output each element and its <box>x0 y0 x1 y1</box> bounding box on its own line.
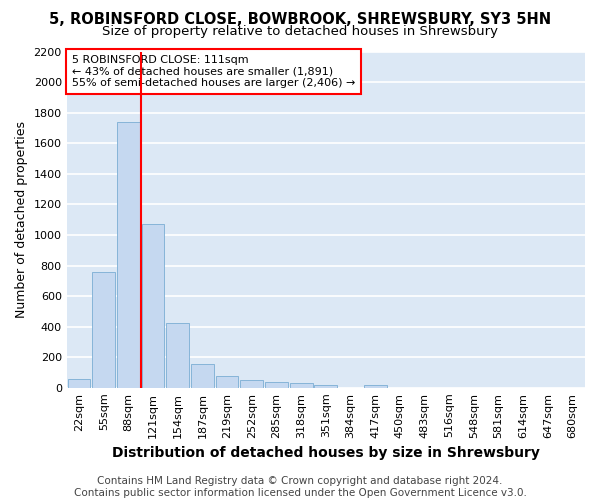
Bar <box>191 364 214 388</box>
Bar <box>290 383 313 388</box>
Text: Contains HM Land Registry data © Crown copyright and database right 2024.
Contai: Contains HM Land Registry data © Crown c… <box>74 476 526 498</box>
Bar <box>117 122 140 388</box>
Bar <box>314 384 337 388</box>
Bar <box>241 380 263 388</box>
Bar <box>265 382 288 388</box>
Text: Size of property relative to detached houses in Shrewsbury: Size of property relative to detached ho… <box>102 25 498 38</box>
Bar <box>364 384 386 388</box>
Bar <box>216 376 238 388</box>
Bar <box>142 224 164 388</box>
Text: 5 ROBINSFORD CLOSE: 111sqm
← 43% of detached houses are smaller (1,891)
55% of s: 5 ROBINSFORD CLOSE: 111sqm ← 43% of deta… <box>72 55 355 88</box>
Bar <box>92 272 115 388</box>
X-axis label: Distribution of detached houses by size in Shrewsbury: Distribution of detached houses by size … <box>112 446 540 460</box>
Y-axis label: Number of detached properties: Number of detached properties <box>15 121 28 318</box>
Text: 5, ROBINSFORD CLOSE, BOWBROOK, SHREWSBURY, SY3 5HN: 5, ROBINSFORD CLOSE, BOWBROOK, SHREWSBUR… <box>49 12 551 28</box>
Bar <box>166 323 189 388</box>
Bar <box>68 380 91 388</box>
